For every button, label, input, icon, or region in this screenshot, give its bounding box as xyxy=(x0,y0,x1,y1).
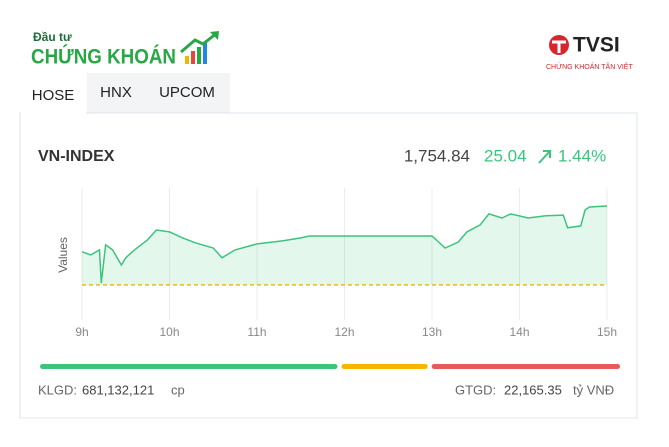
index-value: 1,754.84 xyxy=(404,146,470,165)
x-tick-label: 15h xyxy=(597,325,617,339)
partner-sub: CHỨNG KHOÁN TÂN VIỆT xyxy=(546,62,633,71)
breadth-segment xyxy=(431,364,620,369)
logo-main: CHỨNG KHOÁN xyxy=(31,45,176,69)
header-bg xyxy=(20,0,637,73)
index-change: 25.04 xyxy=(484,146,527,165)
up-arrow xyxy=(538,150,551,164)
breadth-segment xyxy=(40,364,338,369)
partner-name: TVSI xyxy=(573,34,620,57)
x-tick-label: 12h xyxy=(334,325,354,339)
tab-active xyxy=(20,73,87,114)
index-change-pct: 1.44% xyxy=(558,146,606,165)
tab[interactable]: HNX xyxy=(100,84,132,101)
price-line xyxy=(81,205,608,284)
volume-unit: cp xyxy=(171,382,185,397)
tab-strip xyxy=(87,73,230,113)
x-tick-label: 14h xyxy=(509,325,529,339)
volume-label: KLGD: xyxy=(38,382,77,397)
logo-icon xyxy=(180,31,219,64)
tab[interactable]: HOSE xyxy=(32,87,75,104)
partner-emblem xyxy=(549,35,569,55)
x-tick-label: 11h xyxy=(247,325,266,339)
x-tick-label: 13h xyxy=(422,325,442,339)
value-label: GTGD: xyxy=(455,382,496,397)
value-unit: tỷ VNĐ xyxy=(573,382,614,397)
breadth-segment xyxy=(341,364,428,369)
index-name: VN-INDEX xyxy=(38,148,115,165)
x-tick-label: 10h xyxy=(159,325,179,339)
x-tick-label: 9h xyxy=(75,325,88,339)
tab-join xyxy=(21,110,86,116)
area-fill xyxy=(82,206,607,285)
trade-value: 22,165.35 xyxy=(504,382,562,397)
volume: 681,132,121 xyxy=(82,382,154,397)
tab[interactable]: UPCOM xyxy=(159,84,215,101)
logo-top: Đầu tư xyxy=(33,30,72,44)
y-axis-label: Values xyxy=(56,237,70,273)
